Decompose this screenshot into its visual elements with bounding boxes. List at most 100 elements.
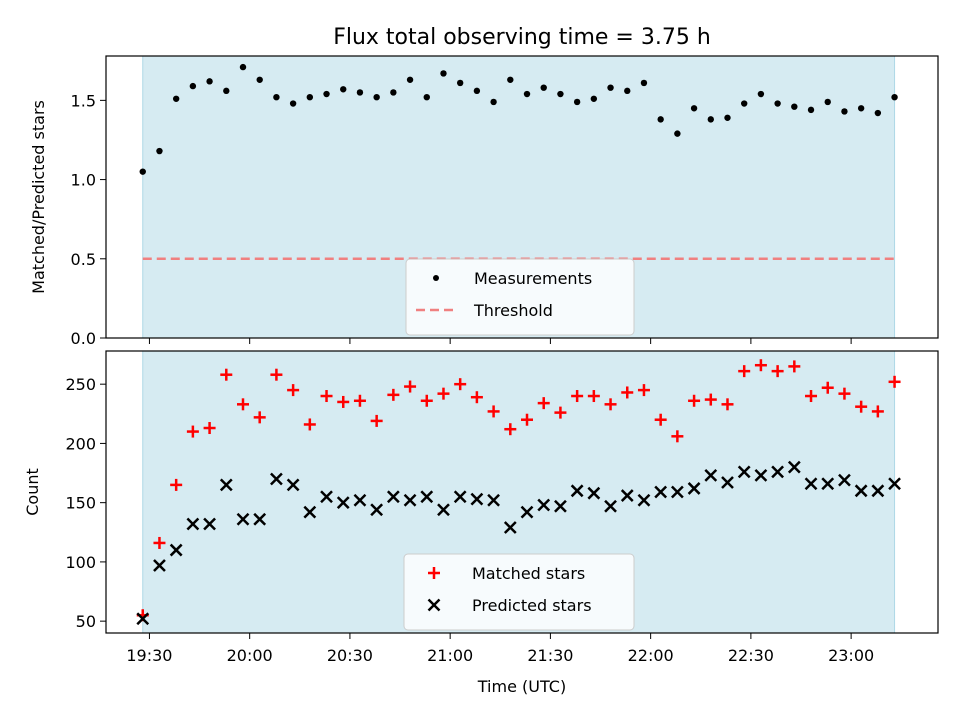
predicted-star-point (754, 469, 768, 482)
matched-star-point (203, 422, 216, 435)
x-tick-label: 23:00 (828, 646, 874, 665)
predicted-star-point (453, 490, 467, 504)
predicted-star-point (403, 493, 417, 507)
measurement-point (256, 76, 263, 83)
measurement-point (807, 106, 815, 114)
matched-star-point (637, 384, 650, 397)
predicted-star-point (654, 485, 668, 499)
matched-star-point (487, 405, 500, 418)
measurement-point (456, 79, 464, 87)
x-tick-label: 21:00 (427, 646, 473, 665)
matched-star-point (838, 387, 851, 400)
measurement-point (891, 93, 898, 101)
top-panel: 0.0 0.5 1.0 1.5 Matched/Predicted stars Measu… (29, 55, 939, 348)
legend: Measurements Threshold (405, 258, 635, 336)
x-tick-label: 20:30 (327, 646, 373, 665)
predicted-star-point (787, 460, 801, 474)
measurement-point (289, 100, 297, 107)
measurement-point (440, 70, 447, 77)
measurement-point (473, 87, 481, 95)
predicted-star-point (804, 477, 818, 491)
measurement-point (139, 168, 146, 175)
measurement-point (306, 93, 314, 101)
matched-star-point (621, 386, 634, 399)
y-tick-label: 1.0 (71, 171, 96, 190)
measurement-point (223, 87, 230, 95)
y-tick-label: 200 (65, 434, 96, 453)
predicted-star-point (153, 559, 166, 572)
measurement-point (557, 90, 564, 98)
measurement-point (841, 108, 848, 115)
axes-frame (105, 55, 939, 339)
predicted-star-point (888, 477, 901, 491)
matched-star-point (186, 425, 199, 438)
measurement-point (874, 109, 882, 117)
predicted-star-point (687, 482, 701, 495)
x-tick-label: 22:00 (628, 646, 674, 665)
measurement-point (390, 89, 397, 96)
matched-star-point (504, 423, 517, 436)
measurement-point (172, 95, 180, 102)
measurement-point (239, 63, 247, 71)
matched-star-point (604, 398, 617, 411)
predicted-star-point (570, 484, 584, 498)
measurement-point (490, 98, 497, 106)
matched-star-point (370, 414, 383, 427)
predicted-star-point (620, 489, 634, 502)
matched-star-point (337, 395, 350, 408)
matched-star-point (788, 360, 801, 373)
measurement-point (607, 84, 614, 91)
matched-star-point (554, 406, 567, 419)
matched-star-point (805, 390, 818, 403)
predicted-star-point (336, 496, 350, 510)
predicted-star-point (871, 484, 885, 498)
y-tick-label: 50 (76, 612, 96, 631)
legend-dot-swatch (433, 275, 439, 281)
matched-star-point (671, 430, 684, 443)
matched-star-point (236, 398, 249, 411)
matched-star-point (170, 478, 183, 491)
measurement-point (791, 103, 798, 110)
y-tick-label: 0.5 (71, 250, 96, 269)
predicted-star-point (587, 486, 601, 500)
x-tick-label: 22:30 (728, 646, 774, 665)
predicted-star-point (186, 517, 200, 531)
measurement-point (657, 116, 664, 123)
measurement-point (640, 79, 648, 87)
measurement-point (674, 130, 681, 137)
measurement-point (406, 76, 414, 83)
measurement-point (857, 105, 865, 112)
predicted-star-point (604, 499, 617, 513)
predicted-star-point (253, 512, 267, 526)
x-tick-label: 20:00 (227, 646, 273, 665)
measurement-point (373, 93, 380, 101)
matched-star-point (454, 378, 467, 391)
predicted-star-point (420, 490, 434, 504)
matched-star-point (888, 375, 901, 388)
predicted-star-point (437, 503, 450, 517)
matched-star-point (470, 391, 483, 404)
matched-star-point (387, 388, 400, 401)
measurement-point (189, 82, 197, 90)
x-tick-label: 19:30 (126, 646, 172, 665)
y-tick-label: 1.5 (71, 91, 96, 110)
predicted-star-point (704, 469, 718, 482)
measurement-point (573, 98, 581, 106)
measurement-point (507, 76, 514, 83)
matched-star-point (571, 390, 584, 403)
y-tick-label: 0.0 (71, 329, 96, 348)
matched-star-point (270, 368, 283, 381)
matched-star-point (688, 394, 701, 407)
matched-star-point (771, 365, 784, 378)
measurement-point (824, 98, 831, 106)
matched-star-point (654, 413, 667, 426)
matched-star-point (754, 359, 767, 372)
legend-box (405, 258, 635, 336)
measurement-point (690, 105, 698, 112)
measurement-point (741, 100, 748, 107)
matched-star-point (871, 405, 884, 418)
predicted-star-point (470, 492, 484, 506)
matched-star-point (738, 365, 751, 378)
predicted-star-point (136, 612, 150, 626)
